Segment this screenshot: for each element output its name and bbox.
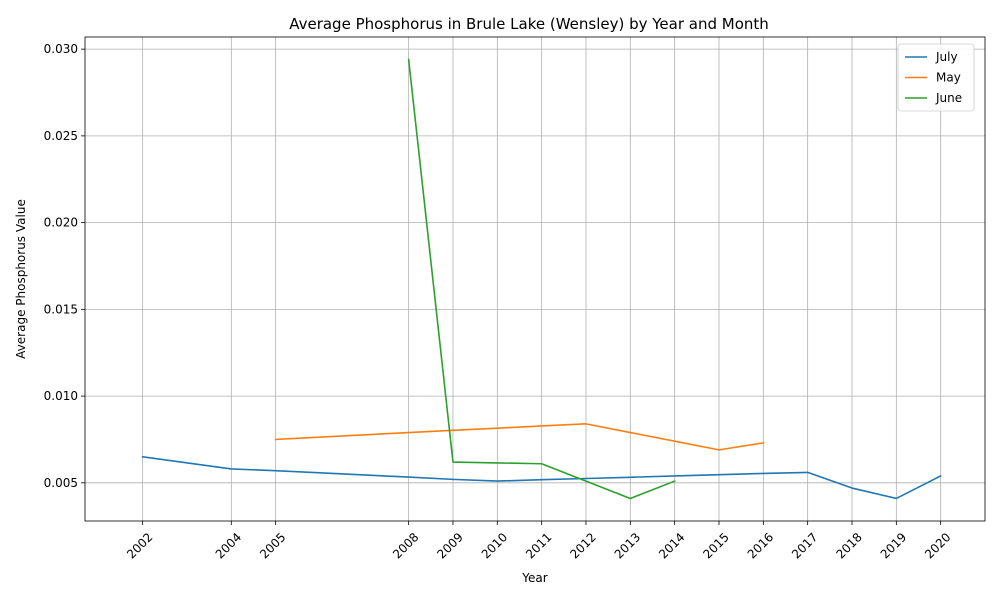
y-tick-label: 0.005 [44, 476, 78, 490]
y-tick-label: 0.020 [44, 216, 78, 230]
plot-frame [84, 36, 986, 522]
grid [85, 37, 985, 521]
y-tick-label: 0.030 [44, 42, 78, 56]
y-axis-title: Average Phosphorus Value [14, 199, 28, 359]
y-tick-label: 0.015 [44, 302, 78, 316]
series-line-july [141, 455, 942, 500]
legend-label: June [935, 91, 962, 105]
chart-title: Average Phosphorus in Brule Lake (Wensle… [289, 15, 769, 33]
series-line-may [274, 423, 765, 451]
legend-box [897, 43, 975, 112]
series-line-june [407, 58, 676, 500]
y-tick-label: 0.025 [44, 129, 78, 143]
x-axis-title: Year [521, 571, 547, 585]
legend-label: July [935, 50, 958, 64]
y-tick-label: 0.010 [44, 389, 78, 403]
y-axis-ticks: 0.005 0.010 0.015 0.020 0.025 0.030 [44, 42, 85, 490]
series-lines [141, 58, 942, 500]
legend: July May June [897, 43, 975, 112]
legend-label: May [936, 71, 961, 85]
